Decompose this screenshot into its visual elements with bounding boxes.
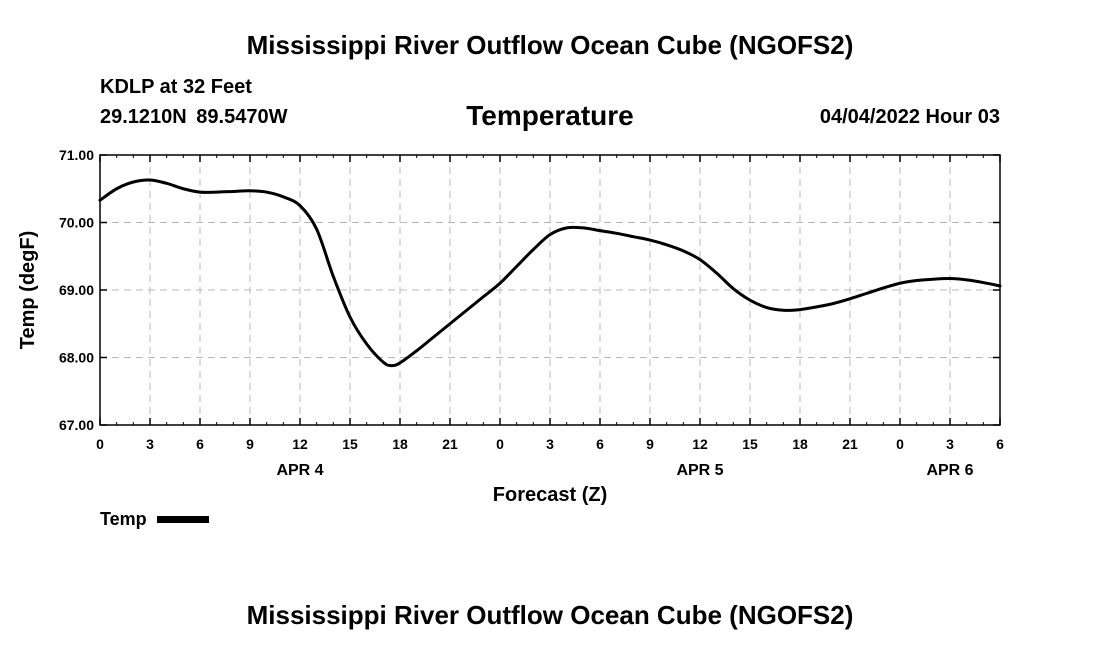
x-day-label: APR 4 — [276, 462, 323, 479]
y-tick-label: 67.00 — [59, 417, 94, 433]
chart-title: Mississippi River Outflow Ocean Cube (NG… — [246, 30, 854, 60]
legend-label: Temp — [100, 509, 147, 529]
x-tick-label: 0 — [496, 436, 504, 452]
x-tick-label: 21 — [842, 436, 858, 452]
y-tick-label: 70.00 — [59, 215, 94, 231]
station-coordinates: 29.1210N 89.5470W — [100, 106, 288, 128]
y-tick-label: 71.00 — [59, 147, 94, 163]
y-tick-label: 69.00 — [59, 282, 94, 298]
x-tick-label: 0 — [896, 436, 904, 452]
x-tick-label: 12 — [692, 436, 708, 452]
legend-line-swatch — [156, 516, 209, 523]
x-tick-label: 0 — [96, 436, 104, 452]
x-tick-label: 6 — [196, 436, 204, 452]
x-tick-label: 12 — [292, 436, 308, 452]
footer-title: Mississippi River Outflow Ocean Cube (NG… — [246, 600, 854, 630]
x-tick-label: 3 — [946, 436, 954, 452]
x-day-label: APR 6 — [926, 462, 973, 479]
x-day-label: APR 5 — [676, 462, 723, 479]
x-tick-label: 15 — [342, 436, 358, 452]
x-tick-label: 15 — [742, 436, 758, 452]
y-tick-label: 68.00 — [59, 350, 94, 366]
legend: Temp — [100, 509, 209, 530]
x-tick-label: 9 — [246, 436, 254, 452]
x-tick-label: 18 — [392, 436, 408, 452]
forecast-datetime: 04/04/2022 Hour 03 — [819, 106, 1000, 128]
station-label: KDLP at 32 Feet — [100, 76, 252, 98]
x-tick-label: 3 — [546, 436, 554, 452]
temp-series-line — [98, 178, 1002, 368]
x-axis-title: Forecast (Z) — [493, 484, 607, 506]
x-tick-label: 6 — [996, 436, 1004, 452]
x-tick-label: 6 — [596, 436, 604, 452]
variable-title: Temperature — [466, 100, 634, 131]
x-tick-label: 21 — [442, 436, 458, 452]
x-tick-label: 18 — [792, 436, 808, 452]
x-tick-label: 3 — [146, 436, 154, 452]
y-axis-title: Temp (degF) — [17, 231, 39, 350]
x-tick-label: 9 — [646, 436, 654, 452]
